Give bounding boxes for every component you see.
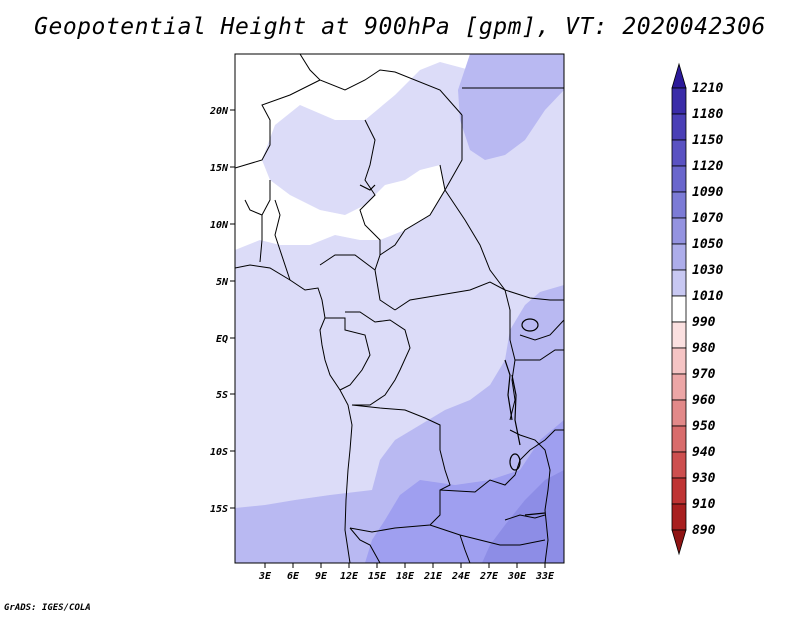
field-below-1010-band — [235, 54, 320, 95]
colorbar-label: 940 — [692, 445, 716, 460]
colorbar-box — [671, 425, 687, 453]
colorbar-box — [671, 373, 687, 401]
colorbar-box — [671, 87, 687, 115]
field-below-1010-band — [235, 54, 470, 250]
colorbar-box — [671, 451, 687, 479]
lon-tick-label: 33E — [535, 571, 555, 582]
colorbar-label: 960 — [692, 393, 716, 408]
lon-tick-label: 24E — [451, 571, 471, 582]
lat-tick-label: EQ — [216, 334, 228, 345]
colorbar-box — [671, 113, 687, 141]
colorbar-box — [671, 399, 687, 427]
lat-tick-label: 10S — [210, 447, 228, 458]
lat-tick-label: 15S — [210, 504, 228, 515]
colorbar-box — [671, 191, 687, 219]
lon-axis: 3E 6E 9E 12E 15E 18E 21E 24E 27E 30E 33E — [258, 563, 555, 582]
colorbar-label: 950 — [692, 419, 716, 434]
colorbar-label: 1010 — [692, 289, 723, 304]
colorbar-label: 910 — [692, 497, 716, 512]
lat-tick-label: 15N — [210, 163, 229, 174]
lat-tick-label: 10N — [210, 220, 229, 231]
lon-tick-label: 3E — [258, 571, 272, 582]
colorbar-label: 1210 — [692, 81, 723, 96]
lat-tick-label: 5N — [216, 277, 229, 288]
map-frame — [234, 53, 565, 564]
lon-tick-label: 12E — [340, 571, 359, 582]
colorbar: 1210 1180 1150 1120 1090 1070 1050 1030 1010 990 9… — [671, 62, 723, 556]
colorbar-box — [671, 321, 687, 349]
colorbar-box — [671, 243, 687, 271]
country-borders — [235, 54, 564, 563]
colorbar-box — [671, 295, 687, 323]
lon-tick-label: 15E — [368, 571, 387, 582]
colorbar-label: 990 — [692, 315, 716, 330]
colorbar-top-arrow — [671, 62, 687, 89]
field-1070-1090-band — [482, 470, 564, 563]
grads-credit: GrADS: IGES/COLA — [4, 603, 91, 613]
colorbar-box — [671, 477, 687, 505]
colorbar-box — [671, 503, 687, 531]
lon-tick-label: 30E — [507, 571, 527, 582]
lat-tick-label: 20N — [209, 106, 229, 117]
map-title: Geopotential Height at 900hPa [gpm], VT:… — [34, 14, 766, 40]
colorbar-label: 1120 — [692, 159, 723, 174]
colorbar-label: 1050 — [692, 237, 723, 252]
lon-tick-label: 18E — [396, 571, 415, 582]
colorbar-box — [671, 269, 687, 297]
lon-tick-label: 9E — [315, 571, 328, 582]
colorbar-box — [671, 139, 687, 167]
colorbar-label: 1180 — [692, 107, 723, 122]
colorbar-label: 1030 — [692, 263, 723, 278]
lon-tick-label: 6E — [287, 571, 300, 582]
colorbar-label: 930 — [692, 471, 716, 486]
colorbar-box — [671, 217, 687, 245]
colorbar-labels: 1210 1180 1150 1120 1090 1070 1050 1030 1010 990 9… — [692, 81, 723, 538]
colorbar-label: 980 — [692, 341, 716, 356]
colorbar-label: 1070 — [692, 211, 723, 226]
lon-tick-label: 27E — [479, 571, 499, 582]
colorbar-label: 970 — [692, 367, 716, 382]
colorbar-bottom-arrow — [671, 529, 687, 556]
lat-tick-label: 5S — [216, 390, 228, 401]
colorbar-box — [671, 165, 687, 193]
lakes — [359, 184, 546, 516]
lat-axis: 20N 15N 10N 5N EQ 5S 10S 15S — [209, 106, 235, 515]
colorbar-box — [671, 347, 687, 375]
map-panel — [235, 54, 564, 563]
field-1030-1050-band — [458, 54, 564, 160]
lon-tick-label: 21E — [423, 571, 443, 582]
colorbar-label: 1090 — [692, 185, 723, 200]
colorbar-boxes — [671, 62, 687, 556]
colorbar-label: 1150 — [692, 133, 723, 148]
colorbar-label: 890 — [692, 523, 716, 538]
